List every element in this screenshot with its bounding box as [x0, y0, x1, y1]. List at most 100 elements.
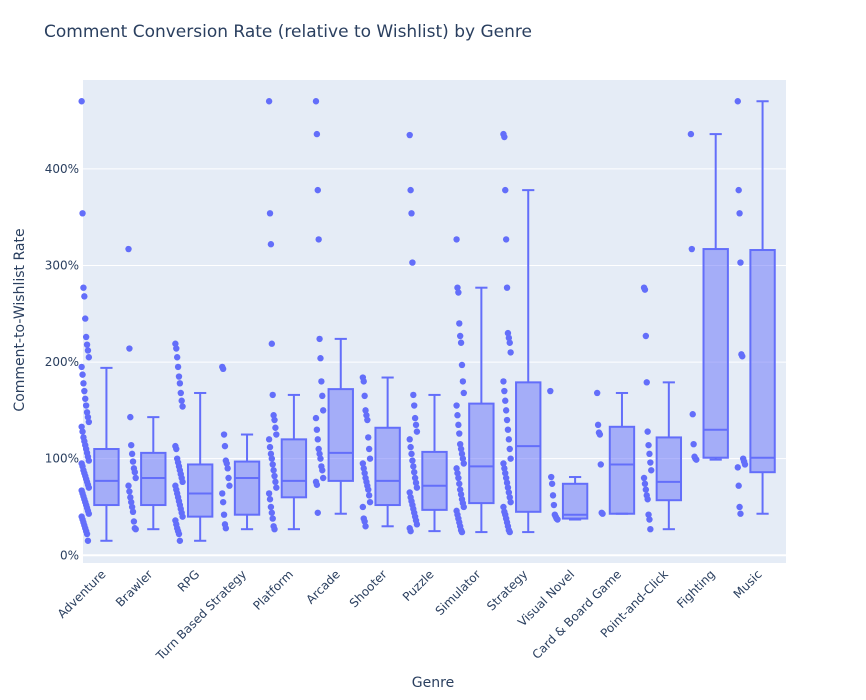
data-point [220, 431, 228, 438]
data-point [225, 474, 232, 482]
data-point [361, 392, 368, 400]
data-point [316, 450, 323, 458]
data-point [460, 389, 467, 397]
data-point [736, 210, 743, 217]
data-point [79, 428, 86, 435]
data-point [506, 445, 513, 453]
box-10 [561, 476, 589, 521]
data-point [177, 389, 184, 397]
data-point [272, 424, 279, 431]
data-point [456, 430, 463, 437]
box-1 [140, 416, 167, 531]
data-point [179, 513, 186, 520]
data-point [84, 413, 92, 421]
data-point [501, 133, 508, 141]
data-point [82, 402, 90, 409]
data-point [454, 412, 461, 419]
x-tick-label: Shooter [347, 567, 390, 610]
data-point [549, 492, 557, 499]
data-point [222, 525, 230, 532]
data-point [224, 465, 231, 472]
data-point [459, 455, 467, 462]
data-point [364, 416, 371, 424]
box-3 [233, 433, 261, 531]
data-point [366, 498, 374, 506]
data-point [173, 345, 180, 352]
data-point [641, 480, 649, 487]
box-body [233, 460, 261, 516]
data-point [641, 286, 649, 293]
data-point [503, 284, 511, 291]
data-point [83, 409, 91, 416]
data-point [268, 509, 276, 516]
data-point [646, 516, 653, 523]
data-point [173, 445, 180, 453]
x-tick-label: Arcade [303, 567, 342, 606]
box-body [327, 388, 354, 482]
data-point [548, 473, 555, 481]
data-point [739, 353, 746, 360]
box-body [93, 448, 120, 507]
data-point [125, 245, 132, 253]
data-point [317, 355, 324, 362]
box-11 [608, 391, 636, 515]
data-point [314, 186, 321, 194]
data-point [690, 440, 697, 448]
data-point [458, 361, 466, 369]
data-point [458, 450, 466, 458]
data-point [172, 340, 179, 347]
x-axis-title: Genre [411, 675, 455, 691]
data-point [408, 210, 415, 217]
data-point [128, 498, 135, 506]
data-point [129, 458, 137, 465]
data-point [318, 378, 325, 385]
data-point [365, 486, 372, 493]
data-point [504, 329, 512, 337]
data-point [78, 363, 85, 371]
x-tick-label: Fighting [674, 567, 718, 611]
data-point [453, 402, 460, 409]
data-point [313, 130, 321, 138]
x-tick-label: Puzzle [400, 567, 437, 604]
data-point [735, 482, 742, 489]
data-point [126, 488, 133, 495]
data-point [502, 236, 510, 243]
data-point [645, 441, 652, 449]
data-point [734, 98, 741, 105]
box-14 [749, 100, 776, 515]
data-point [453, 465, 460, 472]
data-point [265, 436, 273, 443]
data-point [128, 441, 135, 449]
data-point [501, 387, 508, 395]
data-point [363, 412, 370, 419]
data-point [737, 259, 744, 266]
data-point [82, 333, 90, 341]
x-tick-label: Music [731, 567, 765, 601]
box-body [468, 402, 495, 505]
data-point [82, 315, 89, 322]
data-point [736, 503, 743, 511]
data-point [267, 241, 275, 248]
y-tick-label: 200% [45, 355, 79, 369]
data-point [359, 460, 367, 467]
data-point [176, 537, 184, 544]
data-point [597, 461, 604, 468]
data-point [81, 387, 88, 395]
data-point [734, 464, 741, 471]
data-point [503, 479, 511, 487]
data-point [688, 245, 696, 253]
data-point [644, 428, 651, 435]
data-point [413, 521, 421, 528]
data-point [457, 339, 465, 346]
data-point [411, 468, 418, 476]
data-point [174, 363, 182, 371]
data-point [80, 380, 87, 387]
data-point [78, 98, 85, 105]
box-8 [468, 286, 495, 534]
data-point [127, 413, 134, 421]
x-tick-label: Platform [250, 567, 296, 613]
data-point [456, 486, 464, 493]
data-point [316, 335, 323, 343]
data-point [312, 98, 320, 105]
